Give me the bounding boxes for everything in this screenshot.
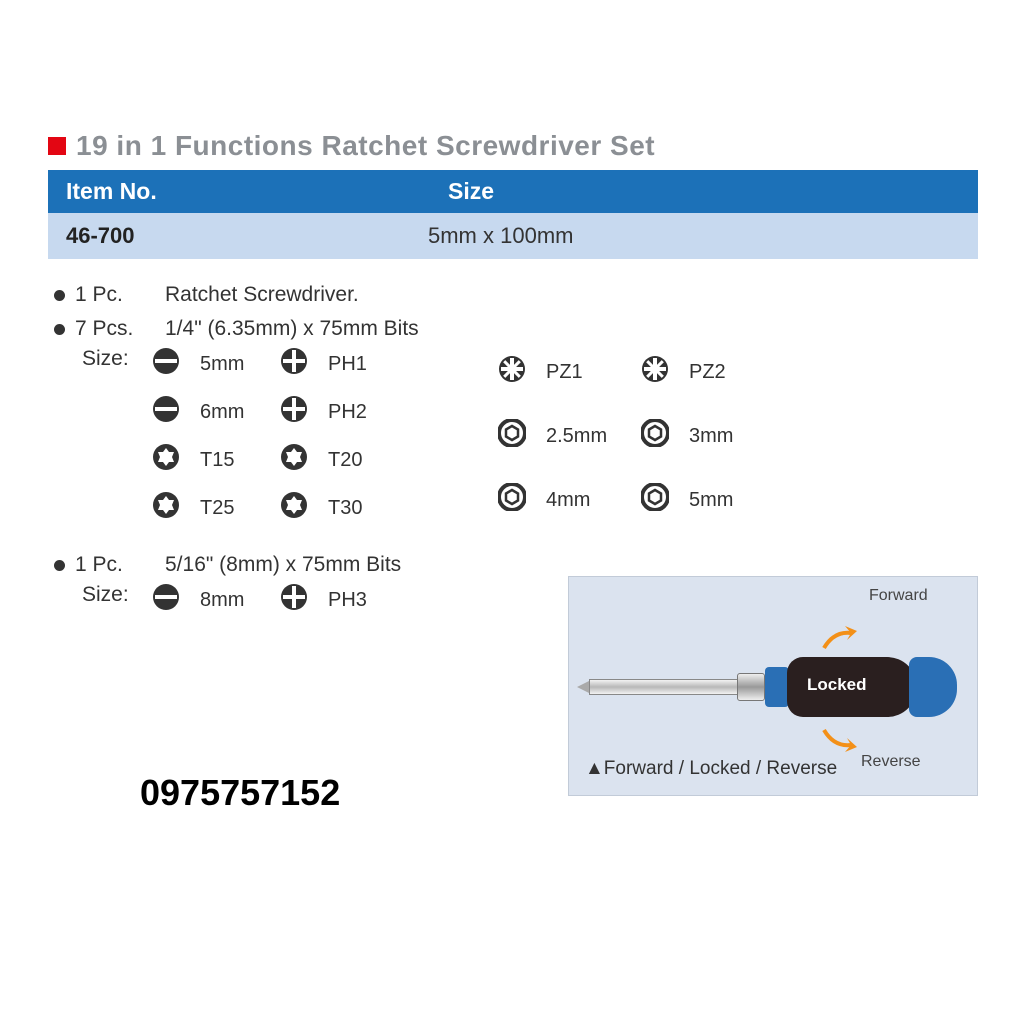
tool-ring (765, 667, 789, 707)
slot-icon (152, 347, 180, 375)
bit-label: T15 (200, 449, 270, 472)
qty-1: 1 Pc. (75, 283, 155, 307)
bit-label: T20 (328, 449, 398, 472)
hex-icon (641, 483, 669, 511)
size-label-2: Size: (82, 583, 152, 617)
bullet-line-3: 1 Pc. 5/16" (8mm) x 75mm Bits (54, 553, 978, 577)
bits-grid-right: PZ1 PZ2 2.5mm 3mm 4mm 5mm (498, 347, 759, 525)
item-no-value: 46-700 (48, 223, 328, 249)
content-list: 1 Pc. Ratchet Screwdriver. 7 Pcs. 1/4" (… (48, 259, 978, 617)
bits-grid-large: 8mm PH3 (152, 583, 398, 617)
bit-icon-wrap (152, 583, 190, 617)
bit-label: PZ2 (689, 361, 759, 384)
bit-label: T30 (328, 497, 398, 520)
spec-sheet: 19 in 1 Functions Ratchet Screwdriver Se… (48, 130, 978, 617)
bit-icon-wrap (280, 583, 318, 617)
torx-icon (152, 443, 180, 471)
ph-icon (280, 583, 308, 611)
bit-label: 2.5mm (546, 425, 631, 448)
tool-cap (909, 657, 957, 717)
hex-icon (498, 419, 526, 447)
reverse-arrow-icon (819, 725, 859, 755)
bullet-line-2: 7 Pcs. 1/4" (6.35mm) x 75mm Bits (54, 317, 978, 341)
page-title: 19 in 1 Functions Ratchet Screwdriver Se… (76, 130, 655, 162)
qty-2: 7 Pcs. (75, 317, 155, 341)
table-row: 46-700 5mm x 100mm (48, 213, 978, 259)
ph-icon (280, 347, 308, 375)
qty-3: 1 Pc. (75, 553, 155, 577)
tool-tip (577, 681, 589, 693)
bit-label: 8mm (200, 589, 270, 612)
size-value: 5mm x 100mm (328, 223, 978, 249)
hex-icon (498, 483, 526, 511)
tool-collar (737, 673, 765, 701)
bit-icon-wrap (498, 419, 536, 453)
phone-number: 0975757152 (140, 772, 340, 814)
bit-icon-wrap (152, 491, 190, 525)
red-square-icon (48, 137, 66, 155)
bit-label: PH2 (328, 401, 398, 424)
bullet-line-1: 1 Pc. Ratchet Screwdriver. (54, 283, 978, 307)
bits-grid-left: 5mm PH1 6mm PH2 T15 T20 T25 T30 (152, 347, 398, 525)
ph-icon (280, 395, 308, 423)
bit-label: 4mm (546, 489, 631, 512)
bit-label: 5mm (200, 353, 270, 376)
slot-icon (152, 583, 180, 611)
size-block-1: Size: 5mm PH1 6mm PH2 T15 T20 T25 T30 PZ1 PZ2 2.5… (82, 347, 978, 525)
bit-icon-wrap (280, 347, 318, 381)
torx-icon (152, 491, 180, 519)
bit-icon-wrap (152, 347, 190, 381)
title-row: 19 in 1 Functions Ratchet Screwdriver Se… (48, 130, 978, 162)
bit-icon-wrap (498, 483, 536, 517)
size-label: Size: (82, 347, 152, 525)
bit-icon-wrap (641, 483, 679, 517)
bullet-icon (54, 324, 65, 335)
reverse-label: Reverse (861, 753, 921, 771)
torx-icon (280, 491, 308, 519)
bit-icon-wrap (498, 355, 536, 389)
forward-label: Forward (869, 587, 928, 605)
screwdriver-illustration: Locked (589, 647, 959, 727)
bit-icon-wrap (152, 395, 190, 429)
bit-icon-wrap (641, 419, 679, 453)
bit-label: 5mm (689, 489, 759, 512)
torx-icon (280, 443, 308, 471)
desc-3: 5/16" (8mm) x 75mm Bits (165, 553, 401, 577)
desc-2: 1/4" (6.35mm) x 75mm Bits (165, 317, 419, 341)
bit-icon-wrap (152, 443, 190, 477)
header-item-no: Item No. (48, 178, 328, 205)
table-header: Item No. Size (48, 170, 978, 213)
bit-label: PH1 (328, 353, 398, 376)
bit-label: T25 (200, 497, 270, 520)
bullet-icon (54, 290, 65, 301)
bit-label: PH3 (328, 589, 398, 612)
tool-shaft (589, 679, 739, 695)
bullet-icon (54, 560, 65, 571)
pz-icon (641, 355, 669, 383)
bit-icon-wrap (280, 491, 318, 525)
header-size: Size (328, 178, 978, 205)
bit-label: PZ1 (546, 361, 631, 384)
hex-icon (641, 419, 669, 447)
diagram-caption: ▲Forward / Locked / Reverse (585, 758, 837, 780)
locked-label: Locked (807, 675, 867, 695)
pz-icon (498, 355, 526, 383)
slot-icon (152, 395, 180, 423)
bit-icon-wrap (280, 395, 318, 429)
bit-label: 6mm (200, 401, 270, 424)
bit-icon-wrap (641, 355, 679, 389)
bit-icon-wrap (280, 443, 318, 477)
bit-label: 3mm (689, 425, 759, 448)
desc-1: Ratchet Screwdriver. (165, 283, 359, 307)
